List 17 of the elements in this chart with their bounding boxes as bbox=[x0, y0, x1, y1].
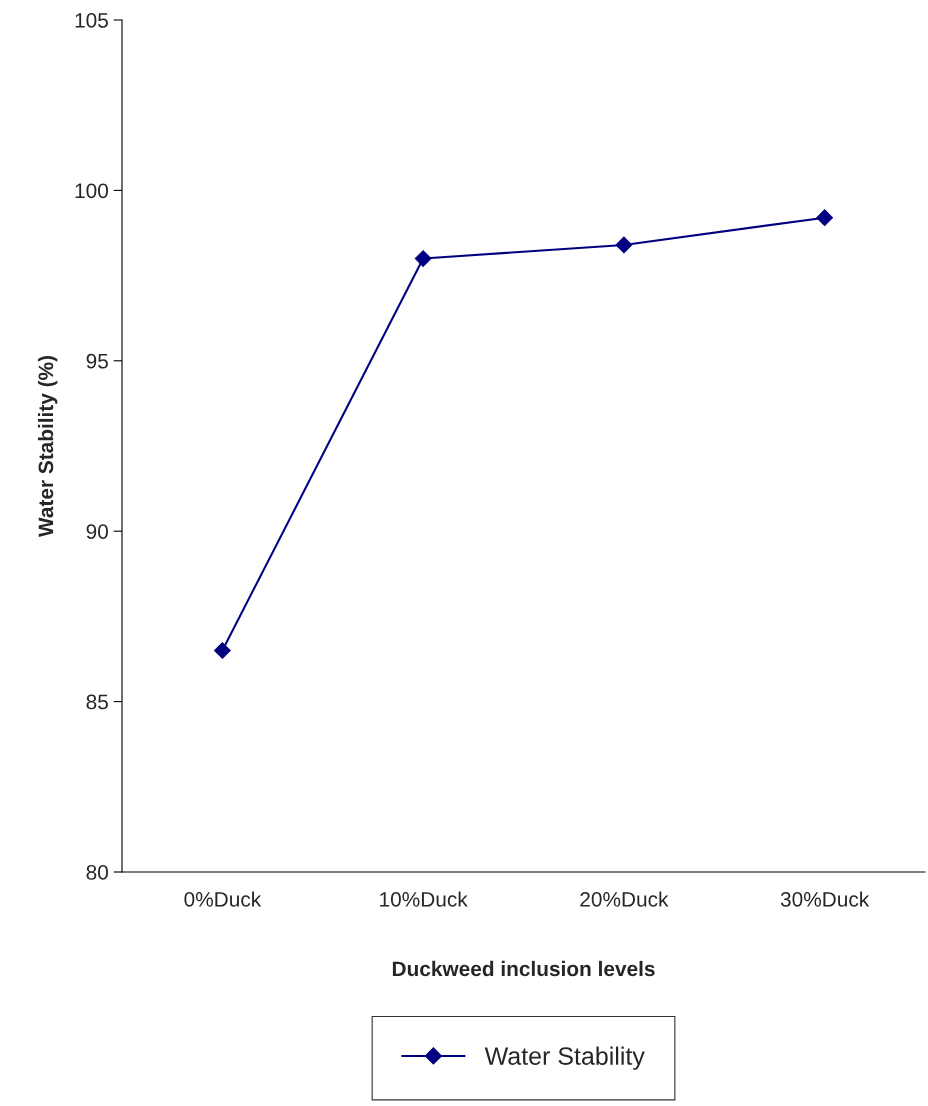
y-tick-label: 95 bbox=[86, 353, 108, 369]
y-tick-label: 80 bbox=[86, 865, 108, 880]
point bbox=[414, 250, 432, 267]
x-tick-label: 0%Duck bbox=[184, 891, 262, 907]
legend-label: Water Stability bbox=[484, 1046, 645, 1070]
point bbox=[615, 236, 633, 254]
x-axis-title: Duckweed inclusion levels bbox=[392, 960, 655, 977]
x-tick-label: 20%Duck bbox=[580, 891, 669, 907]
x-tick-label: 10%Duck bbox=[380, 891, 468, 907]
y-axis-title: Water Stability (%) bbox=[37, 355, 58, 538]
y-tick-label: 85 bbox=[86, 694, 108, 710]
x-tick-label: 30%Duck bbox=[780, 891, 870, 907]
point bbox=[816, 209, 833, 227]
y-tick-label: 90 bbox=[86, 524, 108, 539]
y-tick-label: 105 bbox=[75, 13, 108, 28]
point bbox=[214, 642, 231, 659]
y-tick-label: 100 bbox=[75, 183, 108, 199]
